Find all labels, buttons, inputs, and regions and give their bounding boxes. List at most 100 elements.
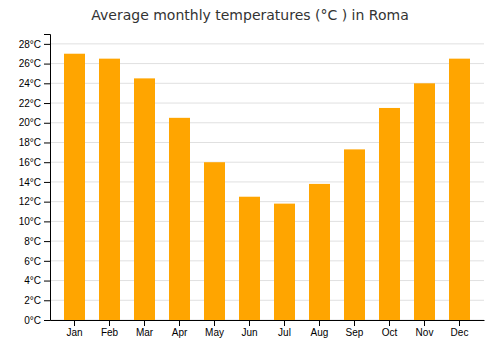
bar — [239, 197, 260, 320]
tick: 16°C — [19, 157, 50, 168]
tick-mark — [424, 320, 425, 326]
tick: 10°C — [19, 216, 50, 227]
tick-mark — [354, 320, 355, 326]
tick-label: 28°C — [19, 39, 41, 50]
bar — [99, 59, 120, 320]
tick-mark — [44, 261, 50, 262]
grid — [50, 44, 484, 320]
tick-mark — [44, 241, 50, 242]
axis-line — [51, 320, 485, 321]
tick-label: 24°C — [19, 78, 41, 89]
tick-label: 16°C — [19, 157, 41, 168]
tick-mark — [44, 123, 50, 124]
tick-label: Mar — [136, 327, 154, 338]
tick-mark — [144, 320, 145, 326]
tick-mark — [44, 202, 50, 203]
tick: Mar — [136, 320, 154, 338]
tick-mark — [284, 320, 285, 326]
tick-label: 14°C — [19, 177, 41, 188]
tick-label: 12°C — [19, 196, 41, 207]
tick: 28°C — [19, 39, 50, 50]
tick-label: Sep — [346, 327, 364, 338]
tick: 12°C — [19, 196, 50, 207]
title: Average monthly temperatures (°C ) in Ro… — [91, 7, 408, 23]
tick-mark — [459, 320, 460, 326]
tick-label: 4°C — [24, 275, 41, 286]
bar — [309, 184, 330, 320]
tick-mark — [44, 64, 50, 65]
bar — [449, 59, 470, 320]
tick-mark — [74, 320, 75, 326]
bar — [134, 78, 155, 320]
tick-mark — [179, 320, 180, 326]
bar — [344, 149, 365, 320]
tick: 6°C — [24, 256, 50, 267]
tick-label: Nov — [416, 327, 434, 338]
tick: May — [205, 320, 224, 338]
bar — [379, 108, 400, 320]
tick-label: 20°C — [19, 117, 41, 128]
tick: 20°C — [19, 117, 50, 128]
tick-label: 18°C — [19, 137, 41, 148]
tick-label: 22°C — [19, 98, 41, 109]
tick: Jan — [66, 320, 82, 338]
tick-mark — [44, 162, 50, 163]
plot: 0°C 2°C 4°C 6°C 8°C 10°C 12°C 14°C 16°C 18°C 20°C 2… — [19, 35, 485, 339]
y-axis: 0°C 2°C 4°C 6°C 8°C 10°C 12°C 14°C 16°C 18°C 20°C 2… — [19, 35, 51, 326]
tick-label: May — [205, 327, 224, 338]
tick: Aug — [311, 320, 329, 338]
tick-mark — [249, 320, 250, 326]
tick-label: Jun — [241, 327, 257, 338]
tick-mark — [44, 142, 50, 143]
tick-mark — [44, 83, 50, 84]
tick: 2°C — [24, 295, 50, 306]
tick: Nov — [416, 320, 434, 338]
tick: 14°C — [19, 177, 50, 188]
tick-mark — [44, 44, 50, 45]
chart: 0°C 2°C 4°C 6°C 8°C 10°C 12°C 14°C 16°C 18°C 20°C 2… — [0, 0, 500, 350]
tick: Feb — [101, 320, 119, 338]
tick-label: 2°C — [24, 295, 41, 306]
tick-mark — [44, 103, 50, 104]
tick-mark — [109, 320, 110, 326]
tick: 22°C — [19, 98, 50, 109]
tick-mark — [44, 182, 50, 183]
tick-label: Feb — [101, 327, 119, 338]
tick: Sep — [346, 320, 364, 338]
tick: 0°C — [24, 315, 50, 326]
tick-mark — [44, 300, 50, 301]
tick-label: 0°C — [24, 315, 41, 326]
bar — [204, 162, 225, 320]
tick-label: Oct — [382, 327, 398, 338]
tick-mark — [214, 320, 215, 326]
axis-line — [44, 35, 51, 321]
tick-label: 8°C — [24, 236, 41, 247]
tick: 18°C — [19, 137, 50, 148]
bar — [64, 54, 85, 320]
tick: Apr — [172, 320, 188, 338]
tick-mark — [319, 320, 320, 326]
x-axis: Jan Feb Mar Apr May Jun Jul Aug Sep Oct Nov Dec — [51, 320, 485, 338]
tick: Dec — [451, 320, 469, 338]
tick: Oct — [382, 320, 398, 338]
tick: Jun — [241, 320, 257, 338]
tick-mark — [44, 221, 50, 222]
tick-mark — [44, 320, 50, 321]
tick-mark — [389, 320, 390, 326]
tick: 24°C — [19, 78, 50, 89]
tick-label: 26°C — [19, 58, 41, 69]
tick-label: Jul — [278, 327, 291, 338]
tick-label: Apr — [172, 327, 188, 338]
tick-label: 10°C — [19, 216, 41, 227]
tick-label: 6°C — [24, 256, 41, 267]
tick: Jul — [278, 320, 291, 338]
bar — [274, 204, 295, 320]
tick: 26°C — [19, 58, 50, 69]
grid-line — [50, 43, 484, 44]
bar — [169, 118, 190, 320]
bar — [414, 83, 435, 320]
tick: 4°C — [24, 275, 50, 286]
tick-label: Jan — [66, 327, 82, 338]
bars — [64, 54, 470, 320]
tick: 8°C — [24, 236, 50, 247]
